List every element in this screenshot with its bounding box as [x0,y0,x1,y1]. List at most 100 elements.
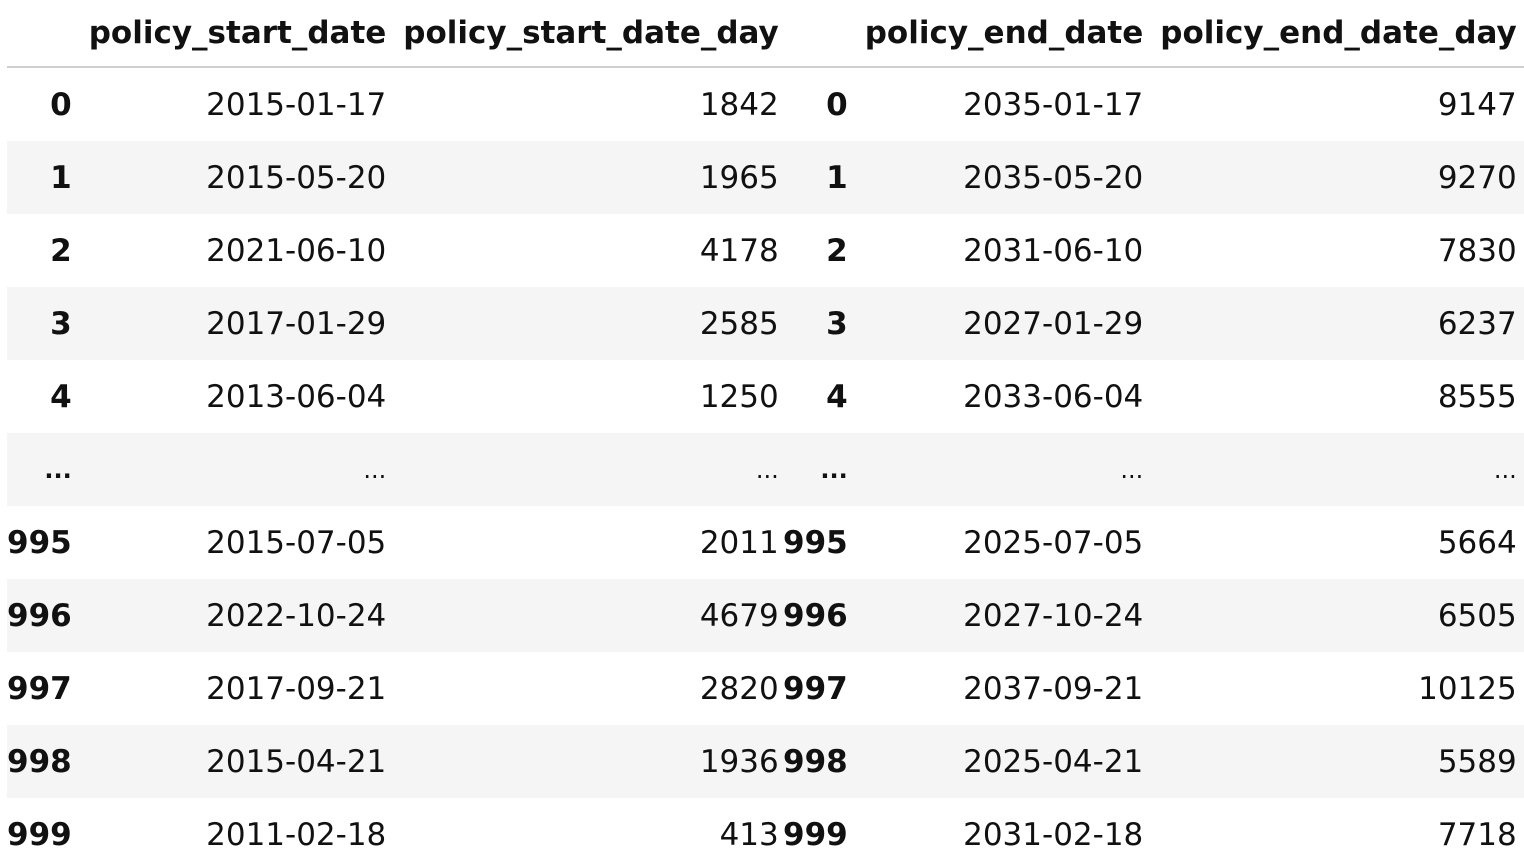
date-cell: 2017-09-21 [206,670,387,707]
date-cell: 2027-10-24 [963,597,1144,634]
date-cell: 2035-05-20 [963,159,1144,196]
row-index: ... [44,455,72,484]
policy-end-table: policy_end_date policy_end_date_day 0 203… [783,0,1524,867]
table-row: 4 2013-06-04 1250 [7,360,796,433]
table-row: 997 2017-09-21 2820 [7,652,796,725]
table-row: 2 2021-06-10 4178 [7,214,796,287]
day-count-cell: 2585 [699,305,779,342]
row-index: 999 [7,816,72,853]
row-index: ... [820,455,848,484]
table-row: 998 2015-04-21 1936 [7,725,796,798]
table-row: ......... [783,433,1524,506]
date-cell: 2021-06-10 [206,232,387,269]
table-row: 3 2017-01-29 2585 [7,287,796,360]
row-index: 0 [826,86,848,123]
table-row: 996 2027-10-24 6505 [783,579,1524,652]
row-index: 1 [50,159,72,196]
day-count-cell: 4679 [699,597,779,634]
date-cell: 2015-05-20 [206,159,387,196]
day-count-cell: 10125 [1418,670,1517,707]
day-count-cell: 7718 [1437,816,1517,853]
table-body: 0 2035-01-17 9147 1 2035-05-20 9270 2 2031-06-1… [783,67,1524,867]
table-header: policy_start_date policy_start_date_day [7,0,796,68]
row-index: 3 [826,305,848,342]
row-index: 3 [50,305,72,342]
date-cell: 2025-07-05 [963,524,1144,561]
date-cell: 2037-09-21 [963,670,1144,707]
table-row: 3 2027-01-29 6237 [783,287,1524,360]
row-index: 997 [7,670,72,707]
column-header-policy-start-date: policy_start_date [88,0,404,68]
day-count-cell: 4178 [699,232,779,269]
date-cell: 2015-07-05 [206,524,387,561]
row-index: 4 [826,378,848,415]
day-count-cell: ... [755,455,779,484]
date-cell: 2015-01-17 [206,86,387,123]
policy-end-dataframe: policy_end_date policy_end_date_day 0 203… [783,0,1524,867]
header-row: policy_start_date policy_start_date_day [7,0,796,68]
day-count-cell: 1965 [699,159,779,196]
date-cell: 2013-06-04 [206,378,387,415]
row-index: 995 [783,524,848,561]
row-index: 999 [783,816,848,853]
day-count-cell: 6505 [1437,597,1517,634]
day-count-cell: 2820 [699,670,779,707]
day-count-cell: 5589 [1437,743,1517,780]
date-cell: 2017-01-29 [206,305,387,342]
date-cell: ... [1120,455,1144,484]
column-header-policy-start-date-day: policy_start_date_day [403,0,796,68]
day-count-cell: 9147 [1437,86,1517,123]
row-index: 2 [826,232,848,269]
date-cell: 2011-02-18 [206,816,387,853]
day-count-cell: 5664 [1437,524,1517,561]
date-cell: 2031-06-10 [963,232,1144,269]
day-count-cell: 9270 [1437,159,1517,196]
table-row: 1 2035-05-20 9270 [783,141,1524,214]
date-cell: 2035-01-17 [963,86,1144,123]
table-row: 2 2031-06-10 7830 [783,214,1524,287]
table-row: 999 2011-02-18 413 [7,798,796,867]
row-index: 0 [50,86,72,123]
header-row: policy_end_date policy_end_date_day [783,0,1524,68]
date-cell: 2025-04-21 [963,743,1144,780]
date-cell: 2033-06-04 [963,378,1144,415]
day-count-cell: 1842 [699,86,779,123]
row-index: 2 [50,232,72,269]
day-count-cell: 7830 [1437,232,1517,269]
day-count-cell: 1936 [699,743,779,780]
date-cell: 2027-01-29 [963,305,1144,342]
row-index: 998 [783,743,848,780]
index-header [783,0,865,68]
date-cell: 2022-10-24 [206,597,387,634]
row-index: 996 [783,597,848,634]
day-count-cell: 2011 [699,524,779,561]
table-row: 998 2025-04-21 5589 [783,725,1524,798]
column-header-policy-end-date: policy_end_date [864,0,1161,68]
table-row: 999 2031-02-18 7718 [783,798,1524,867]
table-row: ......... [7,433,796,506]
table-header: policy_end_date policy_end_date_day [783,0,1524,68]
row-index: 995 [7,524,72,561]
day-count-cell: 1250 [699,378,779,415]
row-index: 997 [783,670,848,707]
date-cell: ... [363,455,387,484]
column-header-policy-end-date-day: policy_end_date_day [1160,0,1524,68]
table-row: 996 2022-10-24 4679 [7,579,796,652]
date-cell: 2015-04-21 [206,743,387,780]
row-index: 4 [50,378,72,415]
table-row: 1 2015-05-20 1965 [7,141,796,214]
day-count-cell: 6237 [1437,305,1517,342]
table-row: 995 2015-07-05 2011 [7,506,796,579]
table-body: 0 2015-01-17 1842 1 2015-05-20 1965 2 2021-06-1… [7,67,796,867]
row-index: 996 [7,597,72,634]
day-count-cell: 413 [719,816,779,853]
row-index: 1 [826,159,848,196]
date-cell: 2031-02-18 [963,816,1144,853]
row-index: 998 [7,743,72,780]
day-count-cell: ... [1493,455,1517,484]
policy-start-dataframe: policy_start_date policy_start_date_day … [7,0,796,867]
index-header [7,0,89,68]
policy-start-table: policy_start_date policy_start_date_day … [7,0,796,867]
table-row: 0 2035-01-17 9147 [783,67,1524,141]
